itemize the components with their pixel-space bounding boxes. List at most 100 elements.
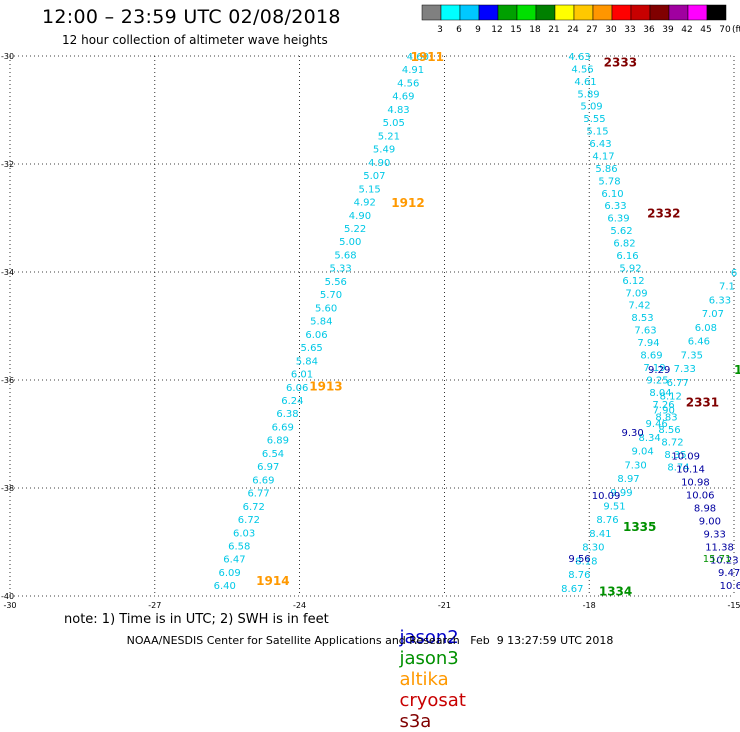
wave-height-value: 5.68 [334,250,356,261]
wave-height-value: 6.77 [667,378,689,389]
lat-tick-label: -34 [1,268,14,277]
wave-height-value: 5.92 [619,263,641,274]
note-text: note: 1) Time is in UTC; 2) SWH is in fe… [64,612,329,627]
wave-height-value: 8.41 [589,529,611,540]
legend-label: 30 [605,25,617,35]
wave-height-value: 5.70 [320,290,342,301]
wave-height-value: 9.30 [622,428,644,439]
wave-height-value: 5.62 [610,226,632,237]
legend-label: 3 [437,25,443,35]
legend-label: 39 [662,25,674,35]
wave-height-value: 6.24 [281,396,303,407]
lon-tick-label: -24 [293,601,306,610]
wave-height-value: 8.67 [561,584,583,595]
pass-number-label: 2332 [647,207,680,221]
wave-height-value: 10.06 [686,490,715,501]
wave-height-value: 7.30 [624,460,646,471]
lat-tick-label: -40 [1,592,14,601]
legend-label: 24 [567,25,579,35]
wave-height-value: 7.63 [634,326,656,337]
legend-label: 9 [475,25,481,35]
wave-height-value: 11.38 [705,542,734,553]
wave-height-value: 6.16 [616,251,638,262]
wave-height-value: 7.35 [681,350,703,361]
footer-credit: NOAA/NESDIS Center for Satellite Applica… [126,634,614,647]
wave-height-value: 9.25 [646,375,668,386]
legend-label: 27 [586,25,597,35]
satellite-legend: jason2 jason3 altika cryosat s3a [388,606,476,732]
wave-height-value: 6.03 [233,528,255,539]
lat-tick-label: -36 [1,376,14,385]
pass-number-label: 1912 [391,196,424,210]
wave-height-value: 7.94 [637,338,659,349]
wave-height-value: 10.14 [676,465,705,476]
wave-height-value: 10.98 [681,478,710,489]
wave-height-value: 6.06 [286,383,308,394]
wave-height-value: 5.00 [339,237,361,248]
wave-height-value: 5.49 [373,145,395,156]
wave-height-value: 4.17 [592,151,614,162]
wave-height-value: 5.21 [378,131,400,142]
wave-height-value: 6.54 [262,449,284,460]
legend-unit: (ft) [732,25,740,35]
wave-height-value: 6.33 [709,295,731,306]
page-title: 12:00 – 23:59 UTC 02/08/2018 [42,6,341,28]
pass-number-label: 1335 [623,520,656,534]
wave-height-value: 8.30 [582,543,604,554]
wave-height-value: 7.26 [652,400,674,411]
wave-height-value: 9.00 [699,516,721,527]
wave-height-value: 7.42 [628,301,650,312]
wave-height-value: 8.56 [658,425,680,436]
wave-height-value: 10.09 [592,491,621,502]
wave-height-value: 8.04 [649,388,671,399]
wave-height-value: 6.72 [243,502,265,513]
wave-height-value: 9.56 [568,554,590,565]
pass-number-label: 1331 [734,363,740,377]
wave-height-value: 6 [731,268,737,279]
wave-height-value: 6.82 [613,239,635,250]
wave-height-value: 5.84 [310,317,332,328]
lon-tick-label: -30 [3,601,16,610]
wave-height-value: 10.09 [671,452,700,463]
wave-height-value: 8.53 [631,313,653,324]
wave-height-value: 6.06 [305,330,327,341]
wave-height-value: 8.98 [694,503,716,514]
wave-height-value: 4.56 [397,78,419,89]
wave-height-value: 6.89 [267,436,289,447]
wave-height-value: 4.90 [349,211,371,222]
wave-height-value: 8.34 [639,433,661,444]
legend-label: 15 [510,25,521,35]
wave-height-value: 5.22 [344,224,366,235]
wave-height-value: 6.40 [214,581,236,592]
legend-label: 6 [456,25,462,35]
wave-height-value: 4.83 [387,105,409,116]
legend-label: 21 [548,25,559,35]
lon-tick-label: -21 [438,601,451,610]
wave-height-value: 5.60 [315,303,337,314]
lat-tick-label: -30 [1,52,14,61]
wave-height-value: 6.47 [223,555,245,566]
pass-number-label: 1334 [599,585,632,599]
wave-height-value: 10.66 [720,581,740,592]
legend-label: 70 [719,25,731,35]
wave-height-value: 9.29 [648,365,670,376]
wave-height-value: 5.15 [358,184,380,195]
wave-height-value: 6.72 [238,515,260,526]
wave-height-value: 5.07 [363,171,385,182]
wave-height-value: 10.23 [710,555,739,566]
wave-height-value: 6.01 [291,370,313,381]
lon-tick-label: -18 [583,601,596,610]
wave-height-value: 9.47 [718,568,740,579]
pass-number-label: 2333 [604,55,637,69]
wave-height-value: 9.04 [631,447,653,458]
wave-height-value: 5.09 [580,102,602,113]
wave-height-value: 8.72 [661,438,683,449]
wave-height-value: 4.63 [568,52,590,63]
wave-height-value: 6.58 [228,542,250,553]
wave-height-value: 5.15 [586,127,608,138]
wave-height-value: 7.1 [719,282,735,293]
wave-height-value: 5.65 [301,343,323,354]
wave-height-value: 6.38 [276,409,298,420]
wave-height-value: 8.69 [640,350,662,361]
